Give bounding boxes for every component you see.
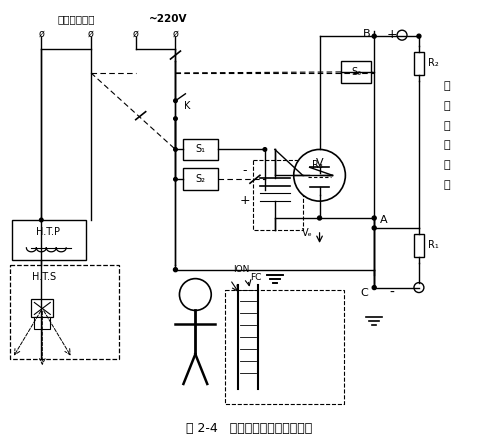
Bar	[9, 265, 119, 359]
Circle shape	[174, 117, 177, 120]
Bar	[34, 318, 50, 329]
Text: K: K	[184, 101, 191, 111]
Text: R₁: R₁	[429, 240, 439, 250]
Text: 直: 直	[444, 120, 450, 131]
Text: ION: ION	[233, 265, 249, 274]
Text: +: +	[240, 194, 250, 207]
Bar	[414, 234, 424, 257]
Text: ø: ø	[173, 28, 179, 38]
Text: A: A	[380, 215, 388, 225]
Text: ø: ø	[133, 28, 139, 38]
Text: V: V	[316, 158, 323, 168]
Text: 图 2-4   电离室自动曝光控时电路: 图 2-4 电离室自动曝光控时电路	[186, 422, 312, 435]
Text: FC: FC	[250, 273, 261, 282]
Text: 高: 高	[444, 81, 450, 91]
Text: S₃: S₃	[351, 67, 361, 77]
Circle shape	[39, 218, 43, 222]
Circle shape	[372, 216, 376, 220]
Circle shape	[417, 34, 421, 38]
Text: +: +	[387, 28, 397, 41]
Text: 源: 源	[444, 180, 450, 190]
Bar	[308, 170, 326, 180]
Bar	[184, 138, 218, 161]
Circle shape	[414, 283, 424, 292]
Circle shape	[174, 99, 177, 103]
Text: H.T.S: H.T.S	[32, 272, 56, 282]
Circle shape	[174, 148, 177, 151]
Text: 电: 电	[444, 161, 450, 170]
Bar	[225, 290, 344, 404]
Text: -: -	[390, 285, 395, 299]
Bar	[184, 168, 218, 190]
Bar	[11, 220, 86, 260]
Text: R₂: R₂	[429, 58, 439, 68]
Text: R₃: R₃	[312, 161, 323, 170]
Circle shape	[317, 216, 321, 220]
Bar	[341, 61, 371, 83]
Text: 流: 流	[444, 141, 450, 150]
Circle shape	[180, 279, 211, 310]
Circle shape	[294, 149, 345, 201]
Circle shape	[263, 148, 266, 151]
Circle shape	[397, 30, 407, 40]
Bar	[253, 161, 303, 230]
Text: Vₑ: Vₑ	[302, 228, 313, 238]
Text: ø: ø	[88, 28, 94, 38]
Circle shape	[372, 34, 376, 38]
Circle shape	[174, 268, 178, 272]
Text: 压: 压	[444, 101, 450, 111]
Bar	[414, 52, 424, 75]
Text: S₁: S₁	[195, 145, 205, 154]
Text: H.T.P: H.T.P	[36, 227, 60, 237]
Circle shape	[372, 226, 376, 230]
Text: C: C	[360, 288, 368, 298]
Circle shape	[174, 177, 177, 181]
Bar	[31, 299, 53, 318]
Circle shape	[372, 286, 376, 290]
Text: S₂: S₂	[195, 174, 205, 184]
Text: 至自耦变压器: 至自耦变压器	[57, 14, 95, 24]
Text: ~220V: ~220V	[149, 14, 188, 24]
Text: ø: ø	[38, 28, 44, 38]
Text: B: B	[362, 29, 370, 39]
Text: -: -	[243, 164, 248, 177]
